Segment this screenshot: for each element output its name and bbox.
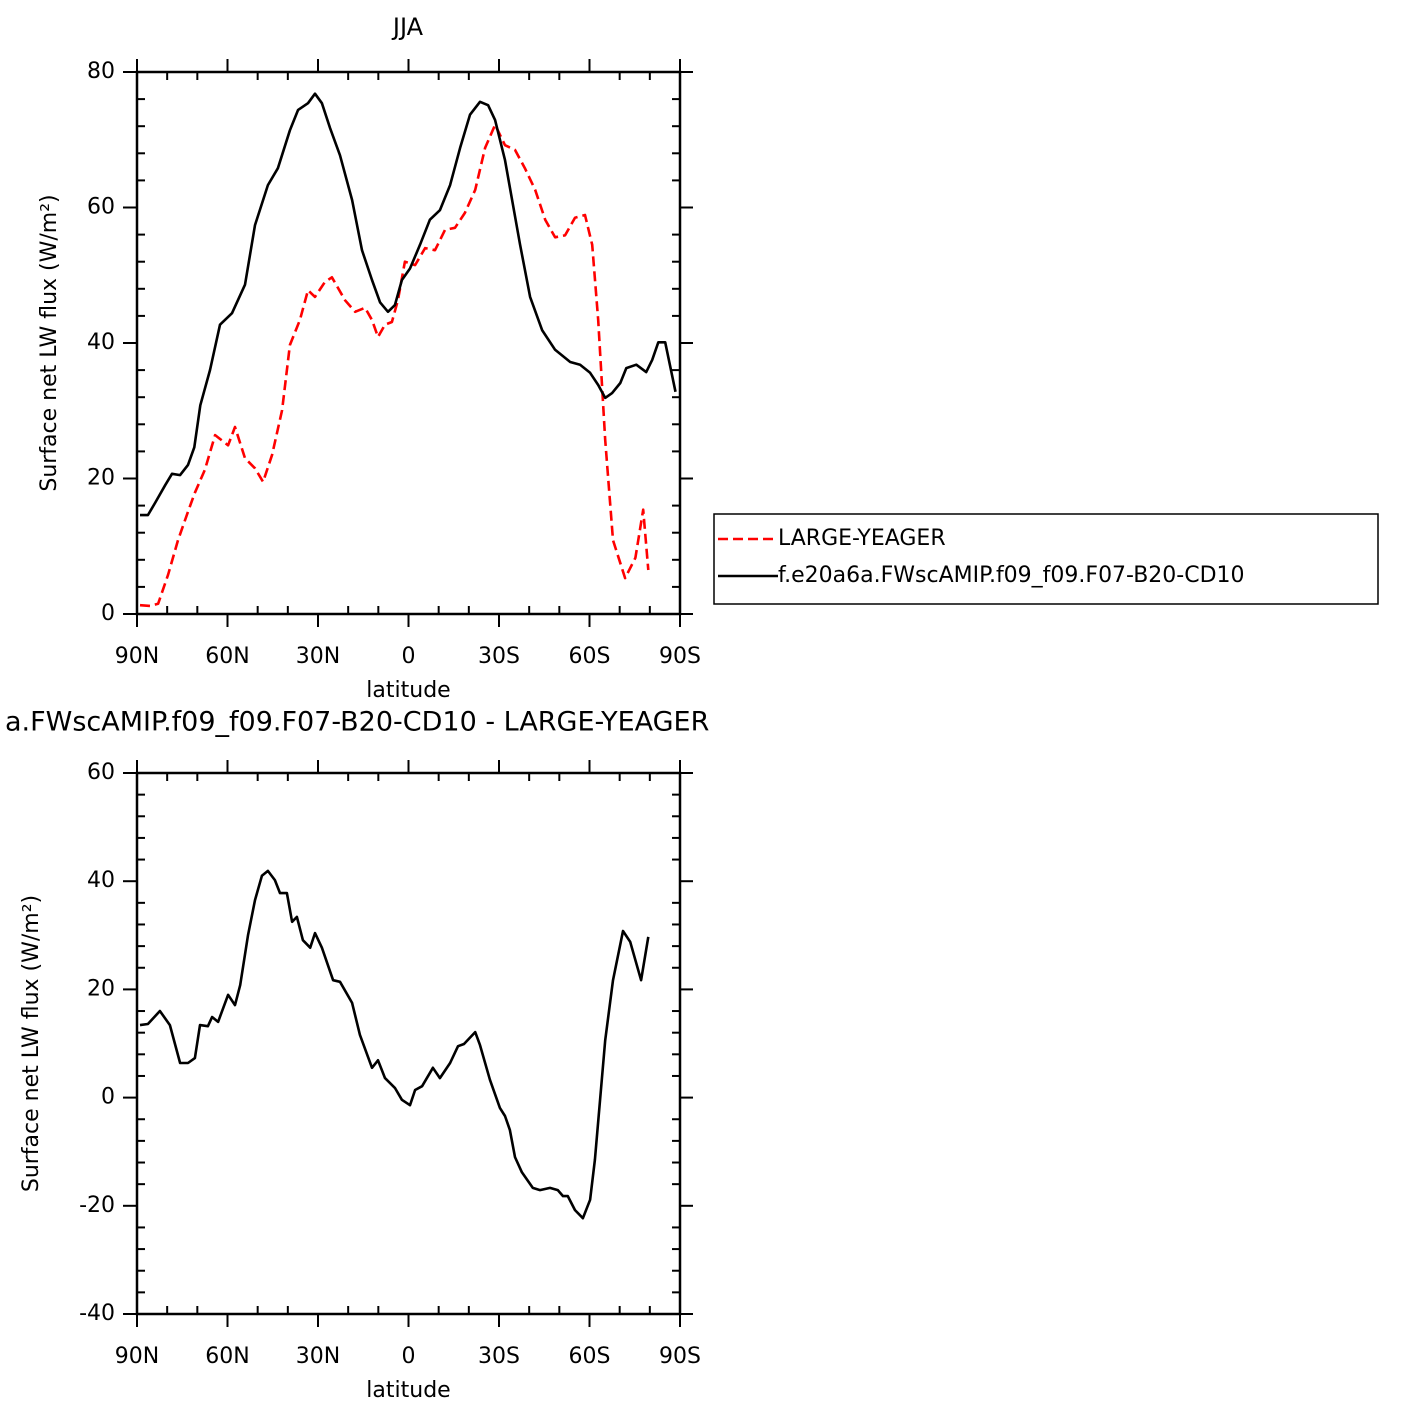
x-tick-label: 90N [115,644,159,669]
data-line [139,869,650,1220]
x-tick-label: 60N [205,644,249,669]
y-tick-label: 40 [87,868,115,893]
x-tick-label: 90S [659,1344,701,1369]
y-tick-label: 80 [87,59,115,84]
x-tick-label: 60N [205,1344,249,1369]
legend-label: f.e20a6a.FWscAMIP.f09_f09.F07-B20-CD10 [778,563,1245,588]
plot-frame [135,771,682,1316]
x-tick-label: 30S [478,644,520,669]
y-tick-label: 0 [101,1085,115,1110]
y-tick-label: 40 [87,330,115,355]
x-tick-label: 0 [402,1344,416,1369]
y-tick-label: -40 [79,1301,115,1326]
data-line [140,92,677,517]
chart-title: JJA [391,13,424,41]
y-tick-label: 60 [87,195,115,220]
chart-panel: JJA latitude Surface net LW flux (W/m²) 90N… [37,13,1379,703]
x-tick-label: 60S [569,644,611,669]
legend-label: LARGE-YEAGER [778,526,946,551]
chart-title: a.FWscAMIP.f09_f09.F07-B20-CD10 - LARGE-… [5,707,709,738]
x-tick-label: 90S [659,644,701,669]
y-axis-label: Surface net LW flux (W/m²) [37,194,62,491]
x-axis-label: latitude [366,678,450,703]
legend-box [713,513,1379,605]
x-tick-label: 30S [478,1344,520,1369]
x-tick-label: 60S [569,1344,611,1369]
y-tick-label: 20 [87,466,115,491]
x-tick-label: 30N [296,644,340,669]
x-tick-label: 30N [296,1344,340,1369]
y-tick-label: 60 [87,760,115,785]
data-line [139,123,650,608]
y-tick-label: -20 [79,1193,115,1218]
y-axis-label: Surface net LW flux (W/m²) [19,895,44,1192]
plot-frame [135,70,682,616]
x-tick-label: 90N [115,1344,159,1369]
chart-panel: a.FWscAMIP.f09_f09.F07-B20-CD10 - LARGE-… [5,707,709,1404]
x-axis-label: latitude [366,1378,450,1403]
x-tick-label: 0 [402,644,416,669]
y-tick-label: 20 [87,976,115,1001]
y-tick-label: 0 [101,601,115,626]
